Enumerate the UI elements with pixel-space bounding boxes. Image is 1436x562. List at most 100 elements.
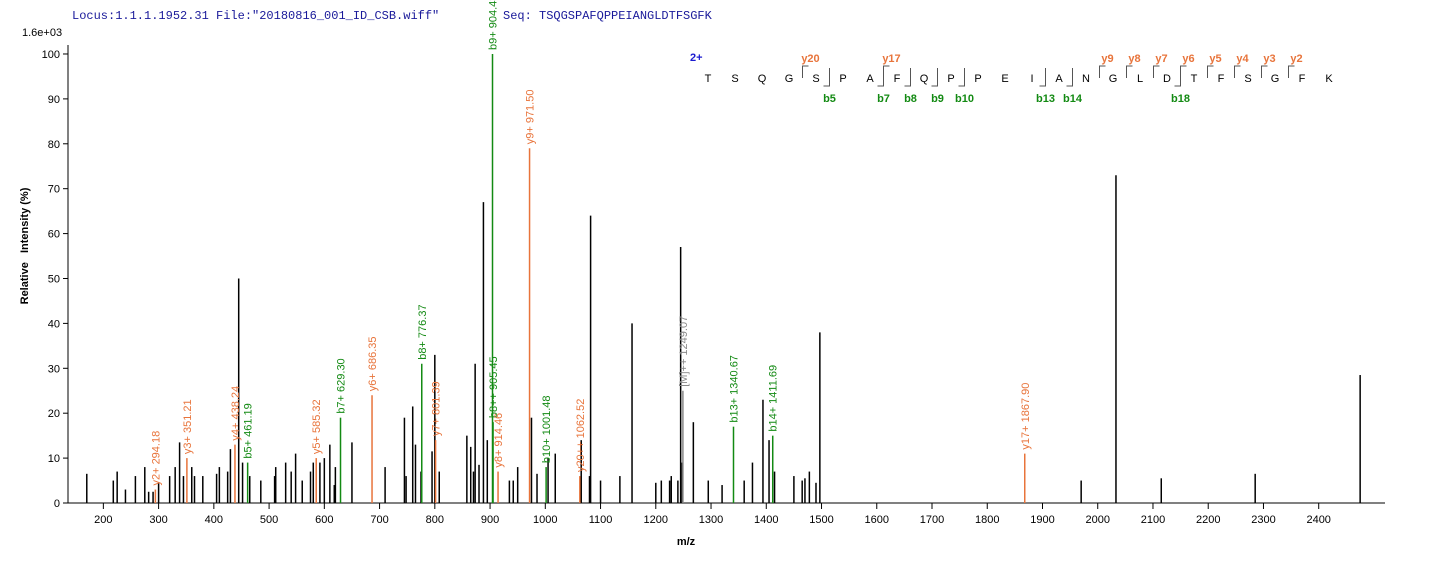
residue: G: [1109, 73, 1118, 85]
y-marker: [1153, 65, 1160, 78]
y-marker: [1288, 65, 1295, 78]
y-ion-label: y7: [1155, 53, 1167, 65]
x-tick-label: 1100: [589, 514, 613, 526]
charge-label: 2+: [690, 52, 703, 64]
x-tick-label: 1800: [975, 514, 999, 526]
x-tick-label: 1700: [920, 514, 944, 526]
y-ion-label: y6: [1182, 53, 1194, 65]
peak-label: b9+ 904.43: [488, 0, 500, 50]
x-tick-label: 500: [260, 514, 278, 526]
peak-label: b8++ 905.45: [488, 356, 500, 418]
b-marker: [958, 68, 965, 87]
b-ion-label: b9: [931, 93, 944, 105]
peak-label: y5+ 585.32: [311, 399, 323, 454]
y-ion-label: y3: [1263, 53, 1275, 65]
b-marker: [904, 68, 911, 87]
y-ion-label: y5: [1209, 53, 1221, 65]
x-tick-label: 1600: [865, 514, 889, 526]
y-marker: [802, 65, 809, 78]
residue: F: [1218, 73, 1225, 85]
y-tick-label: 40: [48, 318, 60, 330]
residue: S: [1244, 73, 1251, 85]
y-axis-label: Relative Intensity (%): [19, 187, 31, 304]
y-marker: [1180, 65, 1187, 78]
peak-label: y6+ 686.35: [367, 336, 379, 391]
y-marker: [883, 65, 890, 78]
peak-label: b8+ 776.37: [417, 304, 429, 359]
peak-label: y20++ 1062.52: [575, 399, 587, 472]
x-tick-label: 2000: [1085, 514, 1109, 526]
y-marker: [1234, 65, 1241, 78]
y-ion-label: y17: [882, 53, 900, 65]
x-tick-label: 600: [315, 514, 333, 526]
peak-label: b7+ 629.30: [336, 358, 348, 413]
y-tick-label: 90: [48, 94, 60, 106]
y-marker: [1099, 65, 1106, 78]
y-tick-label: 80: [48, 139, 60, 151]
locus-text: Locus:1.1.1.1952.31 File:"20180816_001_I…: [72, 9, 439, 23]
residue: P: [947, 73, 954, 85]
residue: A: [866, 73, 874, 85]
residue: E: [1001, 73, 1008, 85]
peak-label: y8+ 914.46: [493, 413, 505, 468]
x-tick-label: 2100: [1141, 514, 1165, 526]
y-tick-label: 70: [48, 184, 60, 196]
scale-label: 1.6e+03: [22, 27, 62, 39]
peak-label: y3+ 351.21: [182, 399, 194, 454]
b-ion-label: b5: [823, 93, 836, 105]
x-tick-label: 1400: [754, 514, 778, 526]
y-marker: [1261, 65, 1268, 78]
x-tick-label: 1000: [533, 514, 557, 526]
x-tick-label: 2300: [1251, 514, 1275, 526]
y-tick-label: 30: [48, 363, 60, 375]
peak-label: [M]++ 1249.07: [678, 316, 690, 387]
peak-label: b5+ 461.19: [243, 403, 255, 458]
residue: T: [705, 73, 712, 85]
x-tick-label: 2200: [1196, 514, 1220, 526]
peak-label: y7+ 801.39: [431, 381, 443, 436]
residue: F: [894, 73, 901, 85]
residue: K: [1325, 73, 1333, 85]
x-tick-label: 800: [426, 514, 444, 526]
y-ion-label: y8: [1128, 53, 1140, 65]
residue: Q: [920, 73, 929, 85]
x-axis-label: m/z: [677, 536, 696, 548]
b-marker: [877, 68, 884, 87]
residue: F: [1299, 73, 1306, 85]
b-ion-label: b18: [1171, 93, 1190, 105]
residue: A: [1055, 73, 1063, 85]
residue: S: [812, 73, 819, 85]
y-marker: [1126, 65, 1133, 78]
residue: S: [731, 73, 738, 85]
b-marker: [1174, 68, 1181, 87]
y-ion-label: y20: [801, 53, 819, 65]
y-marker: [1207, 65, 1214, 78]
y-ion-label: y2: [1290, 53, 1302, 65]
residue: L: [1137, 73, 1143, 85]
peak-label: y2+ 294.18: [150, 431, 162, 486]
y-tick-label: 60: [48, 229, 60, 241]
residue: G: [1271, 73, 1280, 85]
y-tick-label: 50: [48, 273, 60, 285]
x-tick-label: 200: [94, 514, 112, 526]
b-ion-label: b14: [1063, 93, 1083, 105]
residue: P: [839, 73, 846, 85]
x-tick-label: 1200: [644, 514, 668, 526]
y-tick-label: 10: [48, 453, 60, 465]
peak-label: y9+ 971.50: [525, 90, 537, 145]
b-marker: [1066, 68, 1073, 87]
y-tick-label: 0: [54, 498, 60, 510]
peak-label: b10+ 1001.48: [541, 395, 553, 463]
x-tick-label: 900: [481, 514, 499, 526]
x-tick-label: 2400: [1306, 514, 1330, 526]
y-tick-label: 20: [48, 408, 60, 420]
seq-text: Seq: TSQGSPAFQPPEIANGLDTFSGFK: [503, 9, 713, 23]
residue: T: [1191, 73, 1198, 85]
x-tick-label: 1300: [699, 514, 723, 526]
b-marker: [1039, 68, 1046, 87]
y-tick-label: 100: [42, 49, 60, 61]
residue: D: [1163, 73, 1171, 85]
b-ion-label: b13: [1036, 93, 1055, 105]
peak-label: y4+ 438.24: [230, 386, 242, 441]
peak-label: y17+ 1867.90: [1020, 383, 1032, 450]
